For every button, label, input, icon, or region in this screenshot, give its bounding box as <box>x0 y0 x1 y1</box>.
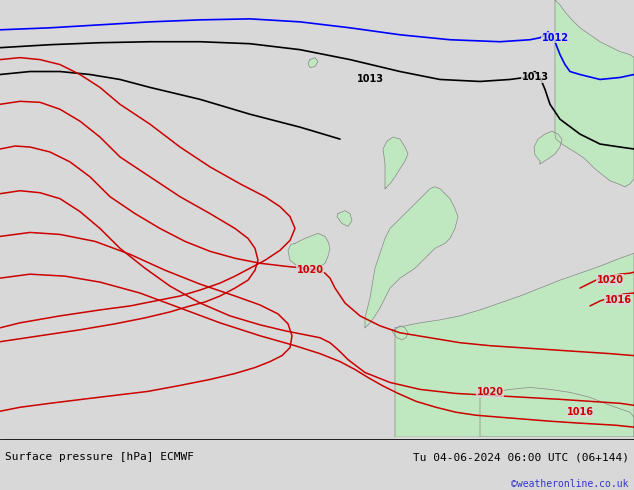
Text: 1016: 1016 <box>604 295 631 305</box>
Text: 1016: 1016 <box>567 407 593 417</box>
Polygon shape <box>383 137 408 189</box>
Polygon shape <box>480 388 634 437</box>
Polygon shape <box>392 326 408 340</box>
Polygon shape <box>395 253 634 437</box>
Text: Surface pressure [hPa] ECMWF: Surface pressure [hPa] ECMWF <box>5 452 194 462</box>
Polygon shape <box>555 0 634 187</box>
Polygon shape <box>288 233 330 270</box>
Text: 1013: 1013 <box>356 74 384 84</box>
Polygon shape <box>337 211 352 226</box>
Polygon shape <box>534 131 562 164</box>
Text: ©weatheronline.co.uk: ©weatheronline.co.uk <box>512 479 629 489</box>
Text: 1020: 1020 <box>297 265 323 275</box>
Text: 1013: 1013 <box>522 73 548 82</box>
Text: Tu 04-06-2024 06:00 UTC (06+144): Tu 04-06-2024 06:00 UTC (06+144) <box>413 452 629 462</box>
Text: 1020: 1020 <box>597 275 623 285</box>
Polygon shape <box>308 58 318 68</box>
Text: 1012: 1012 <box>541 33 569 43</box>
Text: 1020: 1020 <box>477 388 503 397</box>
Polygon shape <box>365 187 458 328</box>
